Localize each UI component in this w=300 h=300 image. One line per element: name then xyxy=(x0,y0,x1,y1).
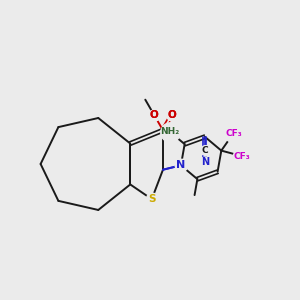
Text: O: O xyxy=(150,110,158,120)
Text: NH₂: NH₂ xyxy=(160,127,180,136)
Text: O: O xyxy=(167,110,176,120)
Text: N: N xyxy=(176,160,185,170)
Text: O: O xyxy=(167,110,176,120)
Text: O: O xyxy=(150,110,158,120)
Text: N: N xyxy=(201,157,209,167)
Text: S: S xyxy=(148,194,155,204)
Text: CF₃: CF₃ xyxy=(233,152,250,160)
Text: C: C xyxy=(202,146,208,154)
Text: CF₃: CF₃ xyxy=(225,129,242,138)
